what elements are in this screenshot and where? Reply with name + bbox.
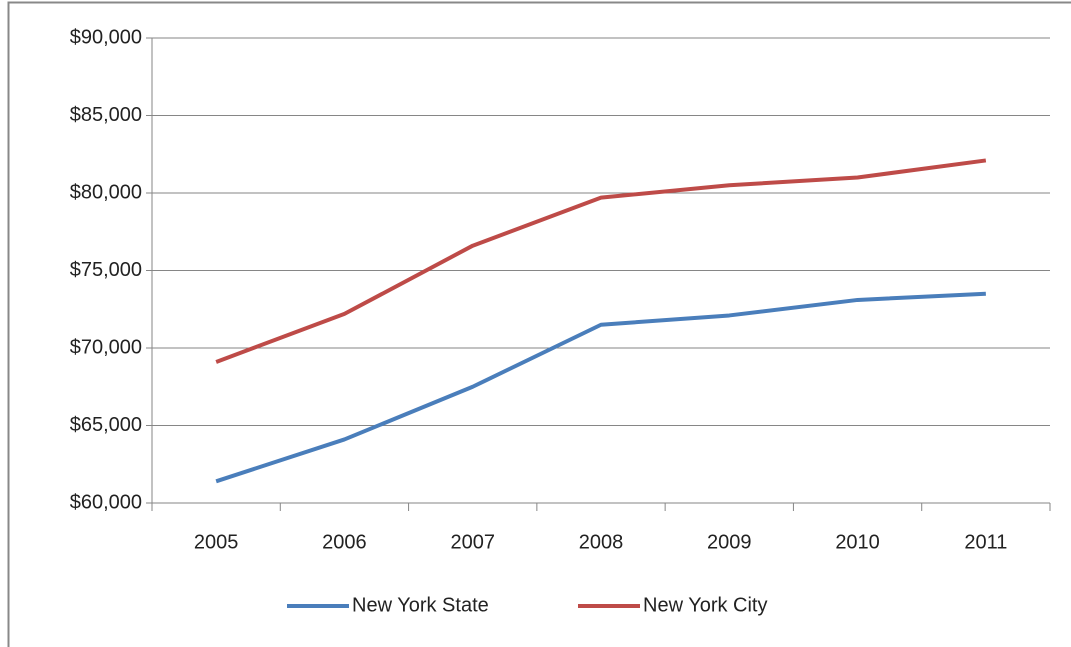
series-line xyxy=(215,158,987,364)
x-tick-label: 2008 xyxy=(579,531,624,553)
x-tick-label: 2011 xyxy=(964,531,1007,553)
x-tick-label: 2007 xyxy=(450,531,495,553)
y-tick-label: $60,000 xyxy=(70,491,142,513)
y-tick-label: $80,000 xyxy=(70,181,142,203)
legend-label: New York City xyxy=(643,594,768,616)
x-tick-label: 2009 xyxy=(707,531,752,553)
x-tick-label: 2006 xyxy=(322,531,367,553)
y-tick-label: $65,000 xyxy=(70,414,142,436)
y-tick-label: $85,000 xyxy=(70,104,142,126)
frame xyxy=(7,1,1071,647)
x-tick-label: 2005 xyxy=(194,531,239,553)
y-tick-label: $70,000 xyxy=(70,336,142,358)
legend-label: New York State xyxy=(352,594,489,616)
series-line xyxy=(215,291,986,484)
y-tick-label: $75,000 xyxy=(70,259,142,281)
x-tick-label: 2010 xyxy=(835,531,880,553)
y-tick-label: $90,000 xyxy=(70,26,142,48)
